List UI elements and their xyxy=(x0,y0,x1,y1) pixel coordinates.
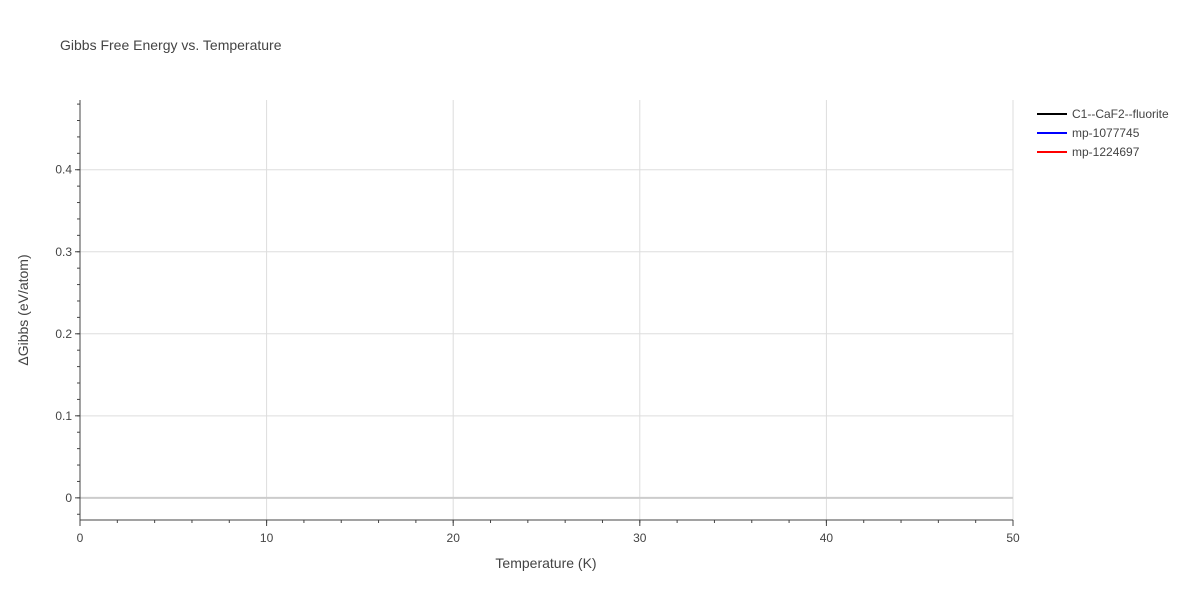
y-axis-label: ΔGibbs (eV/atom) xyxy=(15,254,31,365)
y-tick-label: 0.2 xyxy=(55,327,72,341)
legend: C1--CaF2--fluorite mp-1077745 mp-1224697 xyxy=(1037,107,1169,159)
legend-entry: C1--CaF2--fluorite xyxy=(1072,107,1169,121)
y-tick-label: 0 xyxy=(65,491,72,505)
y-tick-label: 0.3 xyxy=(55,245,72,259)
y-tick-label: 0.4 xyxy=(55,163,72,177)
legend-entry: mp-1224697 xyxy=(1072,145,1140,159)
x-tick-label: 50 xyxy=(1006,531,1020,545)
x-axis-label: Temperature (K) xyxy=(495,555,596,571)
legend-entry: mp-1077745 xyxy=(1072,126,1140,140)
x-tick-label: 0 xyxy=(77,531,84,545)
y-tick-label: 0.1 xyxy=(55,409,72,423)
x-tick-label: 10 xyxy=(260,531,274,545)
x-tick-label: 30 xyxy=(633,531,647,545)
x-tick-label: 20 xyxy=(447,531,461,545)
grid xyxy=(80,100,1014,520)
axes: 0 10 20 30 40 50 0 0.1 0.2 0.3 0.4 xyxy=(55,100,1020,545)
x-tick-label: 40 xyxy=(820,531,834,545)
chart-title: Gibbs Free Energy vs. Temperature xyxy=(60,37,282,53)
